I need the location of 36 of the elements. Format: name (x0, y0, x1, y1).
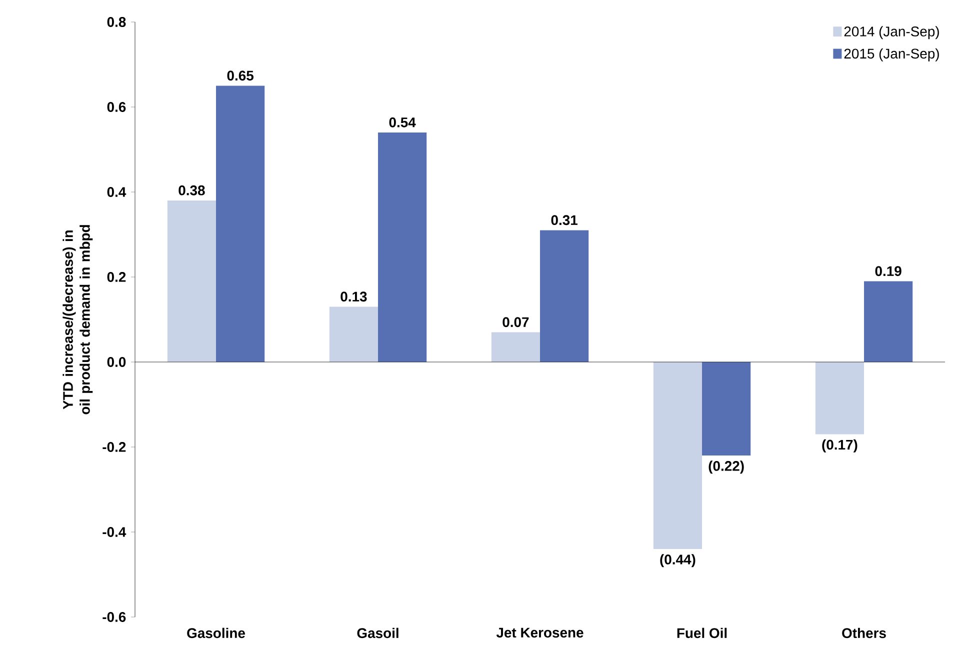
bar (815, 362, 864, 434)
x-tick-label: Jet Kerosene (496, 628, 584, 638)
data-label: 0.07 (502, 317, 529, 328)
data-label: 0.38 (178, 185, 205, 196)
y-axis-title: YTD increase/(decrease) in oil product demand in mbpd (62, 225, 93, 414)
y-tick-label: 0.2 (107, 272, 126, 282)
y-tick-label: 0.0 (107, 357, 126, 367)
data-label: 0.19 (875, 266, 902, 276)
bar (653, 362, 702, 549)
x-tick-label: Others (842, 628, 886, 638)
x-tick-label: Gasoil (357, 628, 398, 638)
data-label: 0.13 (340, 292, 367, 302)
data-label: 0.54 (389, 117, 416, 128)
bar (329, 306, 378, 362)
y-tick-label: -0.4 (102, 527, 126, 537)
y-tick-label: 0.6 (107, 102, 126, 112)
data-label: (0.17) (822, 439, 858, 452)
bar (540, 230, 589, 362)
legend-label: 2015 (Jan-Sep) (844, 48, 939, 62)
bar (864, 281, 913, 362)
y-tick-label: 0.4 (107, 187, 126, 197)
data-label: (0.22) (708, 460, 744, 474)
y-tick-label: -0.6 (102, 612, 126, 622)
data-label: 0.31 (551, 215, 578, 226)
bar (702, 362, 751, 456)
bar (167, 200, 216, 362)
bar (491, 332, 540, 362)
y-tick-label: 0.8 (107, 17, 126, 27)
bar (216, 86, 265, 362)
y-tick-label: -0.2 (102, 442, 126, 452)
bar (378, 132, 427, 362)
legend-label: 2014 (Jan-Sep) (844, 26, 939, 40)
x-tick-label: Gasoline (187, 628, 245, 638)
data-label: 0.65 (227, 70, 254, 81)
x-tick-label: Fuel Oil (677, 628, 727, 638)
data-label: (0.44) (660, 554, 696, 568)
